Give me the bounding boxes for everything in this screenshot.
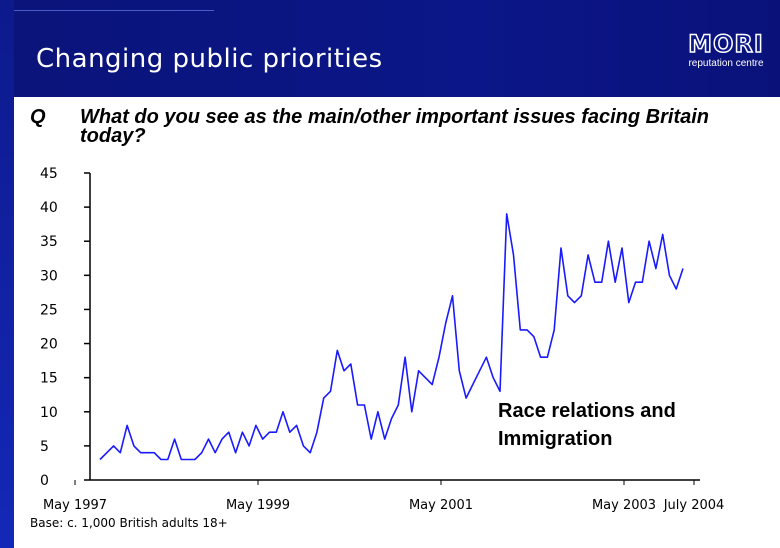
series-layer (99, 213, 684, 461)
left-accent-bar (0, 0, 14, 548)
title-bar: Changing public priorities MORI reputati… (14, 0, 780, 97)
data-series-line (99, 213, 684, 461)
question-label: Q (30, 106, 46, 128)
logo-subtitle: reputation centre (688, 58, 764, 69)
mori-logo: MORI reputation centre (678, 29, 774, 82)
y-tick-label: 40 (40, 200, 58, 216)
x-tick-label: May 2001 (409, 498, 473, 513)
page-title: Changing public priorities (36, 44, 383, 74)
base-note: Base: c. 1,000 British adults 18+ (30, 516, 228, 530)
header-rule (14, 10, 214, 11)
y-axis: 0 5 10 15 20 25 30 35 40 45 (40, 166, 91, 489)
x-axis: May 1997 May 1999 May 2001 May 2003 July 200… (43, 479, 725, 513)
x-tick-label: May 1999 (226, 498, 290, 513)
question-text: What do you see as the main/other import… (80, 106, 710, 147)
y-tick-label: 0 (40, 473, 49, 489)
y-tick-label: 30 (40, 268, 58, 284)
y-tick-label: 25 (40, 302, 58, 318)
y-tick-label: 5 (40, 439, 49, 455)
y-tick-label: 20 (40, 337, 58, 353)
annotation-label: Race relations and (498, 400, 676, 422)
x-tick-label: May 2003 (592, 498, 656, 513)
x-tick-label: May 1997 (43, 498, 107, 513)
x-tick-label: July 2004 (663, 498, 725, 513)
logo-wordmark: MORI (687, 29, 764, 59)
y-tick-label: 35 (40, 234, 58, 250)
y-tick-label: 10 (40, 405, 58, 421)
y-tick-label: 45 (40, 166, 58, 182)
y-tick-label: 15 (40, 371, 58, 387)
annotation: Race relations and Immigration (498, 400, 676, 450)
annotation-label: Immigration (498, 428, 612, 450)
